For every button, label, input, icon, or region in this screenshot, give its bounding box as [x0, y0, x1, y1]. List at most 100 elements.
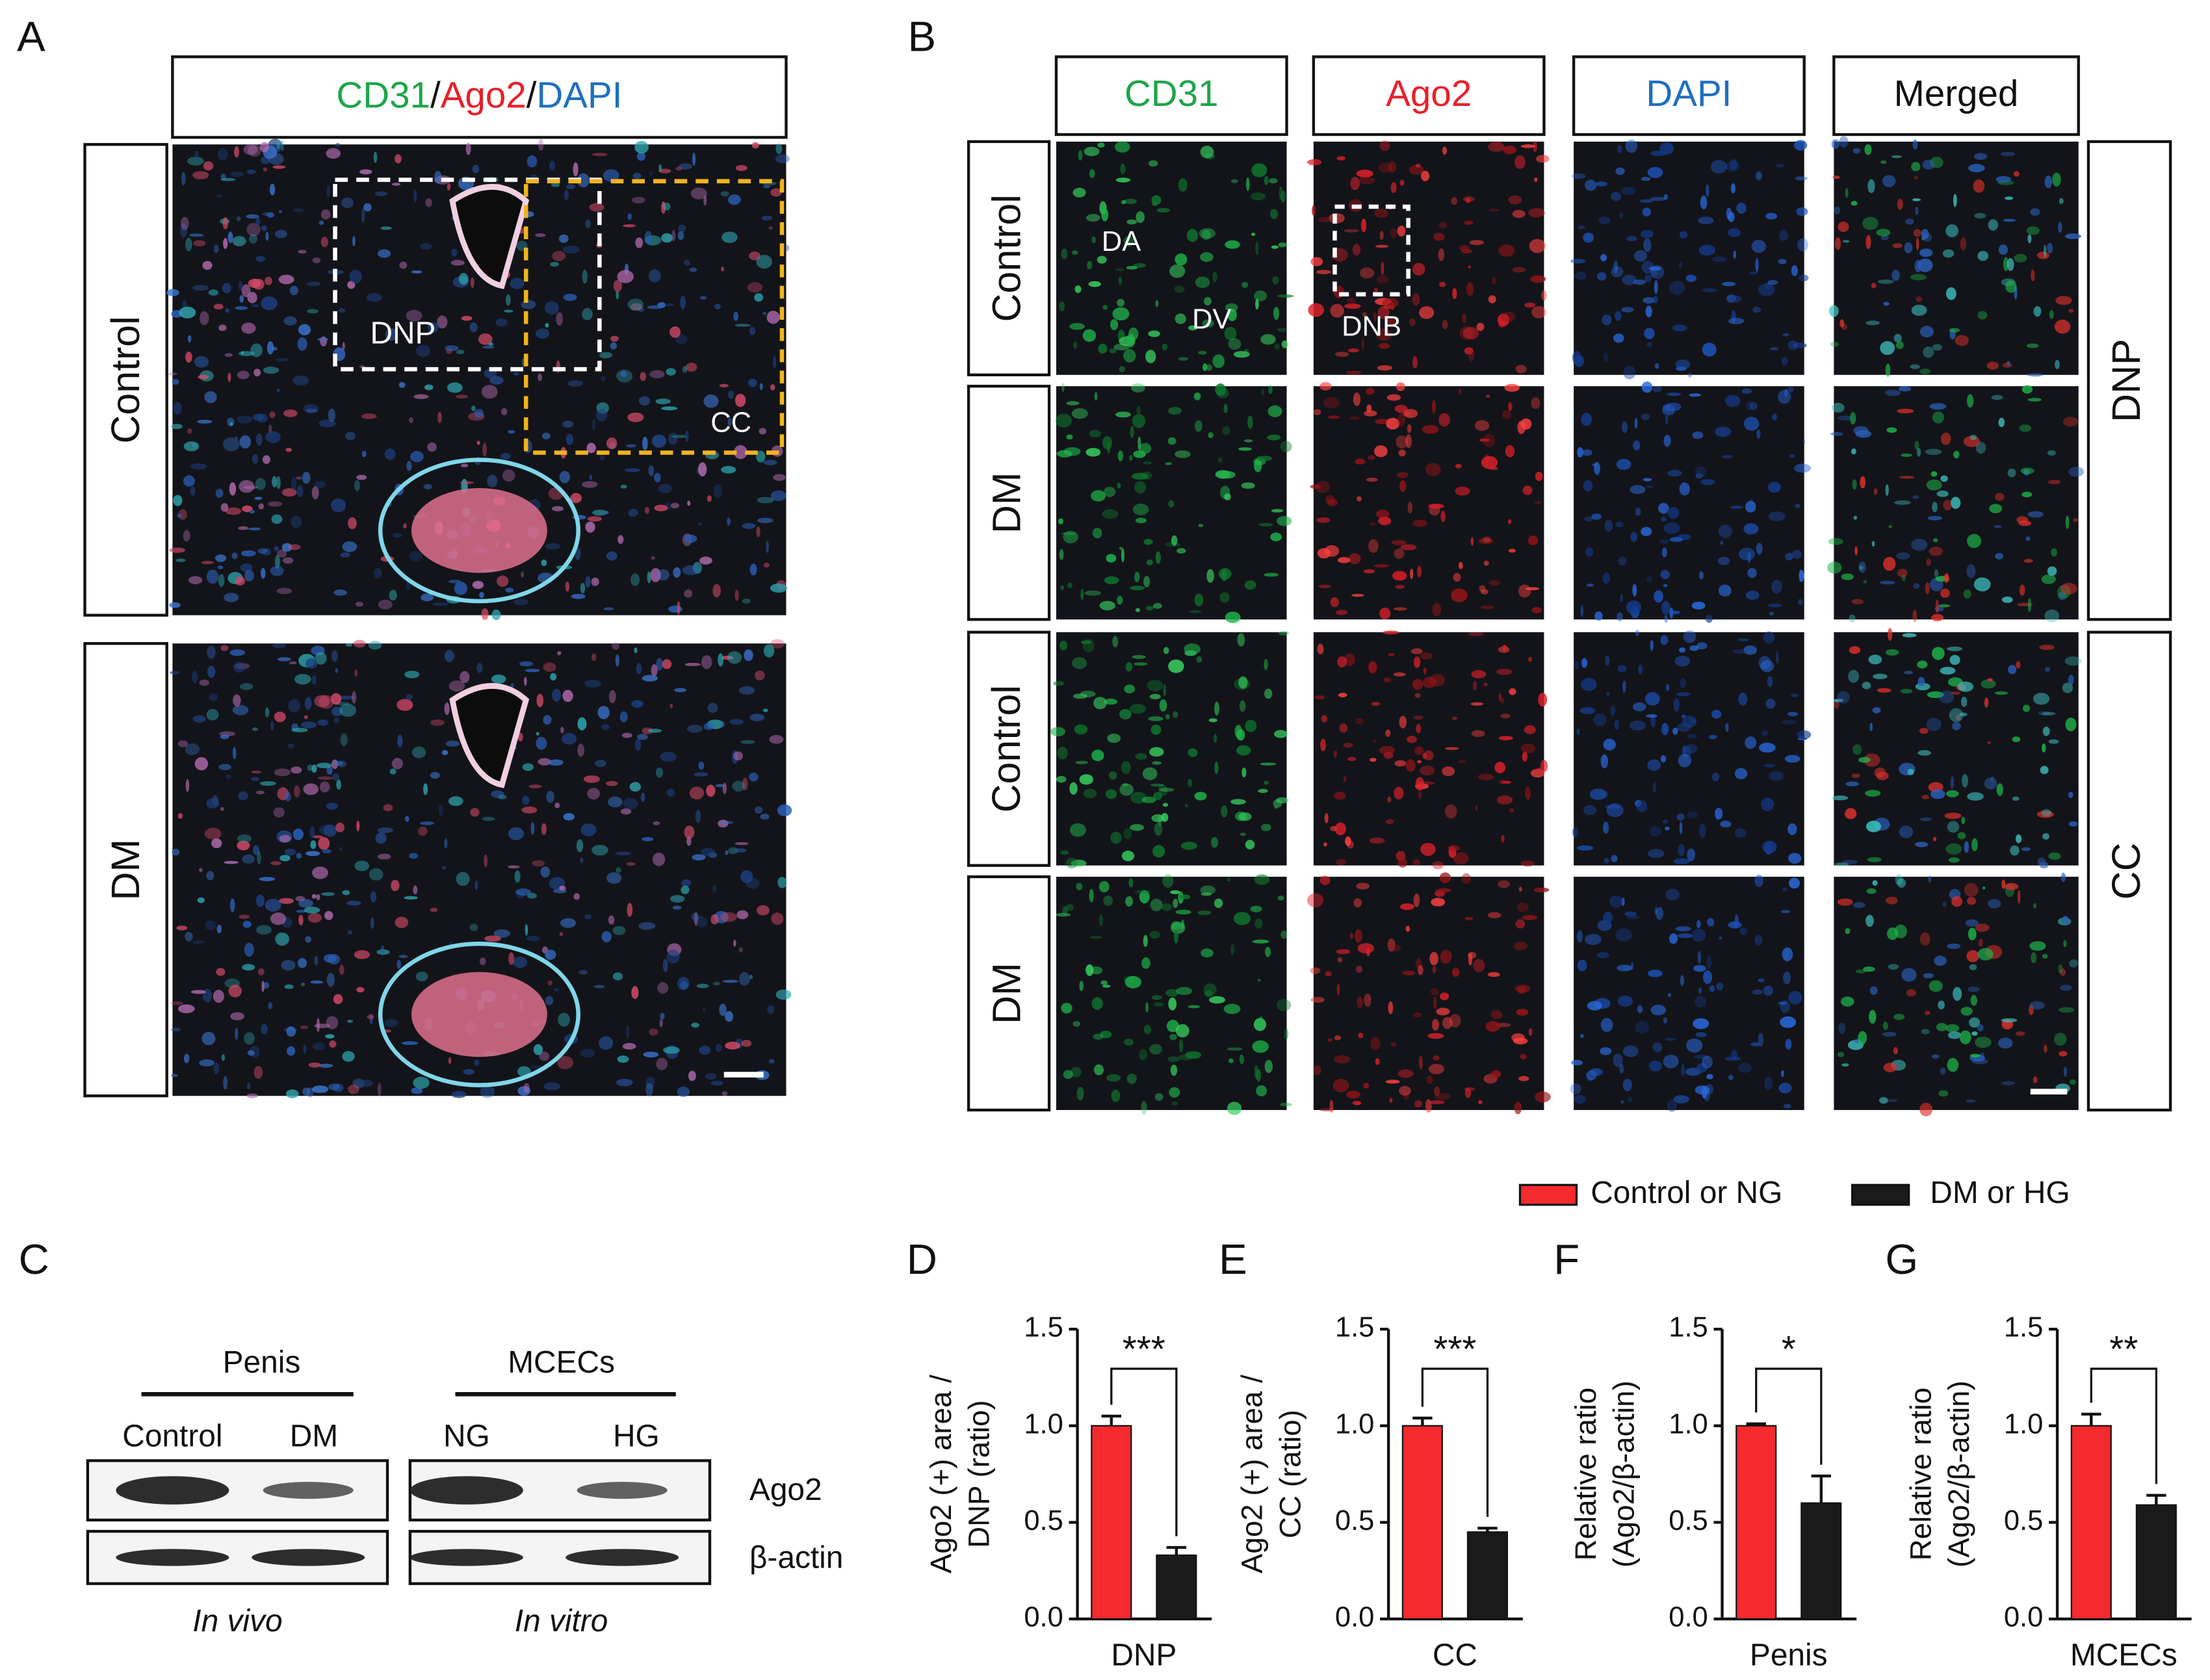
tissue-texture	[1227, 309, 1237, 322]
tissue-texture	[1860, 476, 1866, 489]
tissue-texture	[594, 985, 605, 989]
tissue-texture	[1206, 364, 1213, 371]
tissue-texture	[1394, 548, 1405, 559]
tissue-texture	[1685, 743, 1698, 754]
tissue-texture	[470, 277, 474, 288]
tissue-texture	[278, 898, 294, 904]
tissue-texture	[1649, 1060, 1662, 1072]
tissue-texture	[670, 703, 673, 708]
tissue-texture	[710, 1080, 724, 1086]
tissue-texture	[558, 1013, 570, 1027]
tissue-texture	[1716, 982, 1724, 990]
tissue-texture	[1652, 781, 1657, 793]
tissue-texture	[754, 806, 763, 814]
tissue-texture	[1851, 773, 1860, 779]
tissue-texture	[1616, 459, 1632, 471]
tissue-texture	[1143, 461, 1152, 465]
tissue-texture	[770, 639, 785, 649]
tissue-texture	[1841, 996, 1854, 1007]
tissue-vessel	[449, 683, 530, 788]
tissue-texture	[447, 382, 463, 393]
tissue-texture	[1203, 983, 1217, 996]
significance-label: ***	[1433, 1328, 1476, 1369]
tissue-texture	[582, 269, 588, 284]
tissue-texture	[2054, 1033, 2067, 1046]
tissue-texture	[654, 472, 661, 483]
tissue-texture	[1641, 381, 1653, 393]
y-axis-label: Relative ratio	[1569, 1388, 1602, 1561]
tissue-texture	[1152, 602, 1162, 609]
tissue-texture	[1129, 704, 1147, 714]
tissue-texture	[1280, 441, 1292, 452]
tissue-texture	[1932, 538, 1938, 543]
tissue-texture	[1415, 163, 1421, 168]
tissue-texture	[1470, 702, 1484, 706]
tissue-texture	[221, 1054, 226, 1061]
tissue-texture	[543, 715, 552, 725]
tissue-texture	[1613, 333, 1624, 343]
tissue-texture	[1131, 383, 1145, 393]
tissue-texture	[1119, 547, 1123, 550]
tissue-texture	[1849, 646, 1861, 654]
tissue-texture	[497, 575, 509, 587]
tissue-texture	[169, 547, 185, 553]
tissue-texture	[757, 497, 774, 504]
tissue-texture	[1138, 443, 1152, 454]
tissue-texture	[1338, 692, 1347, 697]
tissue-texture	[1514, 985, 1531, 993]
tissue-texture	[650, 568, 661, 582]
tissue-texture	[1725, 723, 1729, 732]
tissue-texture	[194, 756, 209, 771]
tissue-texture	[1602, 821, 1609, 834]
tissue-texture	[1752, 306, 1762, 313]
tissue-texture	[1727, 227, 1741, 237]
tissue-texture	[1150, 725, 1162, 735]
tissue-texture	[183, 530, 190, 542]
tissue-texture	[1706, 1074, 1713, 1079]
tissue-texture	[1600, 1018, 1613, 1032]
tissue-texture	[768, 226, 774, 230]
tissue-texture	[1433, 996, 1437, 1009]
tissue-texture	[654, 504, 668, 511]
tissue-texture	[333, 717, 340, 723]
tissue-texture	[213, 989, 224, 1003]
tissue-texture	[1577, 959, 1587, 972]
tissue-texture	[576, 839, 584, 853]
tissue-texture	[1223, 404, 1228, 413]
tissue-texture	[1778, 1082, 1792, 1094]
tissue-texture	[698, 462, 707, 477]
tissue-texture	[1087, 261, 1093, 270]
panel-letter: D	[907, 1235, 937, 1283]
tissue-texture	[1149, 747, 1164, 757]
tissue-texture	[441, 750, 448, 756]
tissue-texture	[713, 981, 721, 986]
tissue-texture	[1269, 209, 1279, 219]
tissue-texture	[1405, 759, 1416, 772]
tissue-texture	[742, 599, 751, 604]
tissue-texture	[1936, 1022, 1948, 1031]
tissue-texture	[476, 662, 483, 673]
tissue-texture	[1327, 499, 1338, 506]
tissue-texture	[1915, 842, 1929, 847]
tissue-texture	[1858, 562, 1866, 573]
tissue-texture	[562, 732, 577, 745]
tissue-texture	[514, 372, 519, 376]
tissue-texture	[367, 1014, 374, 1020]
tissue-texture	[1273, 730, 1288, 738]
tissue-texture	[1850, 411, 1856, 425]
tissue-texture	[1080, 640, 1092, 645]
tissue-texture	[1615, 311, 1622, 321]
tissue-texture	[580, 823, 597, 836]
tissue-texture	[470, 808, 480, 817]
tissue-texture	[549, 261, 560, 267]
tissue-texture	[756, 255, 773, 269]
tissue-texture	[1687, 848, 1696, 862]
tissue-texture	[170, 1001, 183, 1005]
tissue-texture	[1594, 611, 1603, 621]
tissue-texture	[1767, 482, 1781, 493]
tissue-texture	[1728, 317, 1745, 324]
tissue-texture	[236, 216, 241, 222]
tissue-texture	[1399, 480, 1407, 492]
legend-label: DM or HG	[1930, 1176, 2070, 1210]
tissue-texture	[347, 930, 353, 935]
